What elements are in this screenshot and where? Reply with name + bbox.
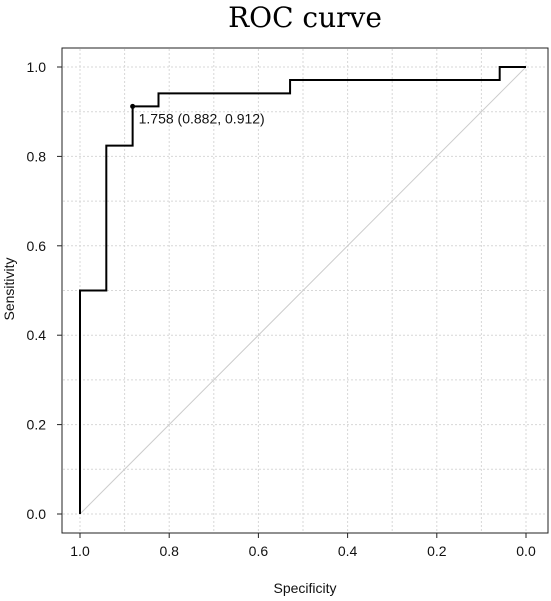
y-axis-label: Sensitivity (1, 257, 17, 320)
y-tick-label: 0.8 (27, 148, 47, 164)
threshold-point (130, 103, 136, 109)
plot-frame (61, 47, 549, 534)
annotation-layer: 1.758 (0.882, 0.912) (130, 103, 265, 126)
x-tick-label: 1.0 (70, 543, 90, 559)
x-tick-label: 0.6 (249, 543, 269, 559)
x-tick-label: 0.8 (159, 543, 179, 559)
axes-layer: 1.0 0.8 0.6 0.4 0.2 0.0 0.0 0.2 0.4 0.6 0.8 1.0 (27, 47, 549, 559)
y-tick-label: 1.0 (27, 59, 47, 75)
x-tick-label: 0.2 (427, 543, 447, 559)
series-layer (79, 66, 526, 514)
reference-diagonal-line (79, 66, 527, 515)
x-tick-label: 0.4 (338, 543, 358, 559)
threshold-label: 1.758 (0.882, 0.912) (139, 110, 265, 126)
y-tick-label: 0.6 (27, 238, 47, 254)
y-tick-label: 0.4 (27, 327, 47, 343)
y-tick-label: 0.2 (27, 417, 47, 433)
x-axis-label: Specificity (273, 580, 336, 596)
grid-layer (63, 49, 547, 532)
chart-title: ROC curve (228, 1, 382, 34)
roc-series-line (79, 66, 526, 514)
x-tick-label: 0.0 (516, 543, 536, 559)
y-tick-label: 0.0 (27, 506, 47, 522)
reference-layer (79, 66, 527, 515)
